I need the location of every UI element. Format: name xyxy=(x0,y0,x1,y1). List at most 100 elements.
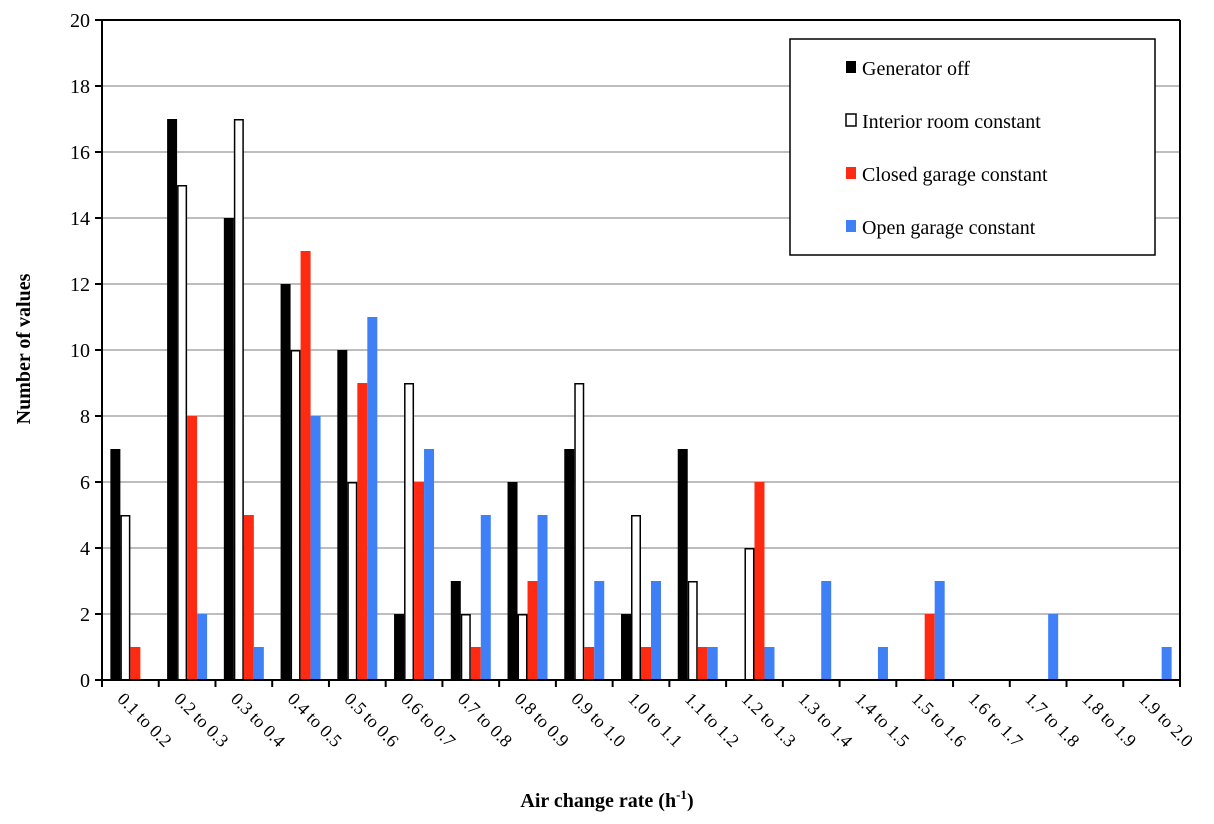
x-tick-labels: 0.1 to 0.20.2 to 0.30.3 to 0.40.4 to 0.5… xyxy=(114,689,1197,751)
y-tick-label: 18 xyxy=(70,76,90,98)
bar-interior-room-constant xyxy=(460,614,471,681)
bar-closed-garage-constant xyxy=(527,581,538,680)
x-tick-label: 0.8 to 0.9 xyxy=(511,689,573,751)
bar-generator-off xyxy=(677,449,688,680)
y-tick-label: 4 xyxy=(80,538,90,560)
x-tick-label: 1.9 to 2.0 xyxy=(1135,689,1197,751)
bar-interior-room-constant xyxy=(347,482,358,681)
x-tick-label: 0.1 to 0.2 xyxy=(114,689,176,751)
bar-interior-room-constant xyxy=(233,119,244,681)
x-axis-title-suffix: ) xyxy=(687,790,694,812)
bar-open-garage-constant xyxy=(253,647,264,680)
y-tick-label: 6 xyxy=(80,472,90,494)
bars xyxy=(110,119,1172,681)
bar-open-garage-constant xyxy=(594,581,605,680)
bar-interior-room-constant xyxy=(744,548,755,681)
x-tick-label: 0.3 to 0.4 xyxy=(227,689,289,751)
bar-open-garage-constant xyxy=(310,416,321,680)
legend-label: Interior room constant xyxy=(862,111,1041,133)
bar-open-garage-constant xyxy=(934,581,945,680)
bar-interior-room-constant xyxy=(517,614,528,681)
x-tick-label: 1.5 to 1.6 xyxy=(908,689,970,751)
bar-generator-off xyxy=(110,449,121,680)
bar-closed-garage-constant xyxy=(754,482,765,680)
x-tick-label: 1.3 to 1.4 xyxy=(794,689,856,751)
bar-open-garage-constant xyxy=(821,581,832,680)
bar-open-garage-constant xyxy=(197,614,208,680)
x-tick-label: 1.0 to 1.1 xyxy=(624,689,686,751)
bar-open-garage-constant xyxy=(764,647,775,680)
x-tick-label: 1.7 to 1.8 xyxy=(1021,689,1083,751)
bar-open-garage-constant xyxy=(707,647,718,680)
y-tick-labels: 0 2 4 6 8 10 12 14 16 18 20 xyxy=(70,10,90,692)
bar-open-garage-constant xyxy=(877,647,888,680)
bar-closed-garage-constant xyxy=(697,647,708,680)
bar-open-garage-constant xyxy=(1048,614,1059,680)
legend-box xyxy=(789,38,1156,256)
legend-swatch xyxy=(846,220,856,232)
bar-closed-garage-constant xyxy=(584,647,595,680)
x-tick-label: 0.7 to 0.8 xyxy=(454,689,516,751)
bar-closed-garage-constant xyxy=(924,614,935,680)
bar-open-garage-constant xyxy=(367,317,378,680)
bar-generator-off xyxy=(450,581,461,680)
legend-swatch xyxy=(845,113,857,127)
x-tick-label: 0.9 to 1.0 xyxy=(567,689,629,751)
x-tick-label: 1.4 to 1.5 xyxy=(851,689,913,751)
bar-generator-off xyxy=(280,284,291,680)
bar-closed-garage-constant xyxy=(130,647,141,680)
y-tick-label: 12 xyxy=(70,274,90,296)
y-tick-label: 14 xyxy=(70,208,90,230)
x-tick-label: 0.6 to 0.7 xyxy=(397,689,459,751)
bar-generator-off xyxy=(564,449,575,680)
legend-label: Open garage constant xyxy=(862,217,1036,239)
bar-interior-room-constant xyxy=(574,383,585,681)
legend: Generator off Interior room constant Close… xyxy=(789,38,1156,256)
bar-generator-off xyxy=(394,614,405,680)
x-axis-title: Air change rate (h-1) xyxy=(520,787,693,812)
bar-closed-garage-constant xyxy=(414,482,425,680)
bar-closed-garage-constant xyxy=(357,383,368,680)
bar-open-garage-constant xyxy=(424,449,435,680)
legend-swatch xyxy=(846,61,856,73)
bar-generator-off xyxy=(223,218,234,680)
x-tick-label: 0.4 to 0.5 xyxy=(284,689,346,751)
x-tick-label: 1.2 to 1.3 xyxy=(738,689,800,751)
axes xyxy=(95,19,1181,687)
y-tick-label: 8 xyxy=(80,406,90,428)
bar-closed-garage-constant xyxy=(300,251,311,680)
y-tick-label: 20 xyxy=(70,10,90,32)
bar-generator-off xyxy=(167,119,178,680)
bar-open-garage-constant xyxy=(537,515,548,680)
y-tick-label: 10 xyxy=(70,340,90,362)
y-tick-label: 16 xyxy=(70,142,90,164)
x-tick-label: 1.1 to 1.2 xyxy=(681,689,743,751)
bar-generator-off xyxy=(621,614,631,680)
y-tick-label: 2 xyxy=(80,604,90,626)
x-axis-title-main: Air change rate (h xyxy=(520,790,676,812)
bar-generator-off xyxy=(337,350,348,680)
y-axis-title: Number of values xyxy=(13,273,35,424)
legend-swatch xyxy=(846,167,856,179)
bar-generator-off xyxy=(507,482,518,680)
bar-interior-room-constant xyxy=(404,383,415,681)
bar-open-garage-constant xyxy=(480,515,491,680)
bar-closed-garage-constant xyxy=(243,515,254,680)
bar-interior-room-constant xyxy=(120,515,131,681)
x-tick-label: 1.6 to 1.7 xyxy=(965,689,1027,751)
x-tick-label: 0.5 to 0.6 xyxy=(340,689,402,751)
y-tick-label: 0 xyxy=(80,670,90,692)
bar-interior-room-constant xyxy=(687,581,698,681)
legend-label: Closed garage constant xyxy=(862,164,1048,186)
x-axis-title-superscript: -1 xyxy=(676,787,687,802)
bar-interior-room-constant xyxy=(631,515,641,681)
bar-closed-garage-constant xyxy=(641,647,651,680)
bar-interior-room-constant xyxy=(290,350,301,681)
bar-closed-garage-constant xyxy=(470,647,481,680)
bar-interior-room-constant xyxy=(177,185,188,681)
legend-label: Generator off xyxy=(862,58,970,80)
bar-closed-garage-constant xyxy=(187,416,198,680)
bar-open-garage-constant xyxy=(651,581,661,680)
